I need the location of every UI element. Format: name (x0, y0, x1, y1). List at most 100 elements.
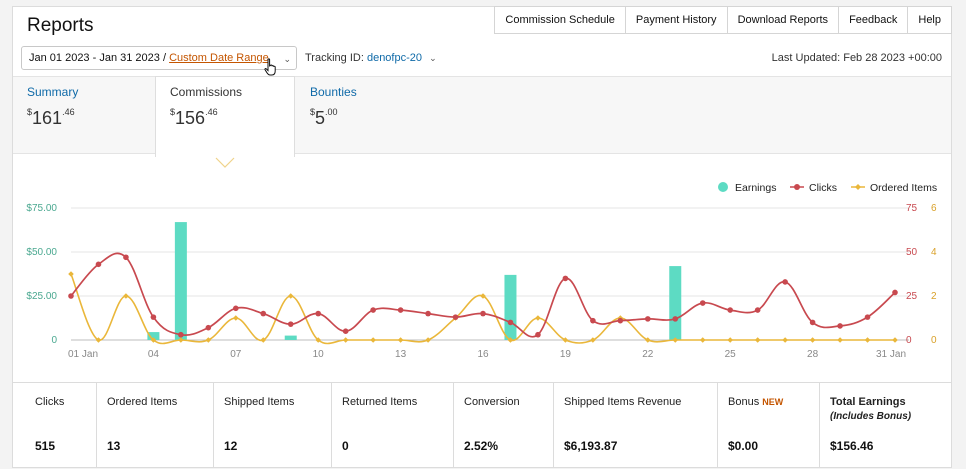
ordered-items-point (150, 337, 157, 343)
clicks-point (233, 305, 239, 312)
x-tick-label: 28 (807, 349, 819, 360)
ordered-items-point (287, 293, 294, 299)
custom-date-range-link[interactable]: Custom Date Range (169, 52, 269, 64)
legend-label: Clicks (809, 182, 837, 194)
ordered-items-point (95, 337, 102, 343)
earnings-bar (504, 274, 517, 340)
y-tick-earnings: 0 (51, 335, 57, 346)
x-tick-label: 01 Jan (68, 349, 98, 360)
clicks-point (123, 254, 129, 261)
legend-items-icon (855, 184, 861, 190)
tracking-id-selector[interactable]: Tracking ID: denofpc-20 ⌄ (305, 52, 437, 64)
ordered-items-point (260, 337, 267, 343)
y-tick-items: 2 (931, 291, 937, 302)
tab-commissions[interactable]: Commissions $156.46 (155, 76, 295, 157)
ordered-items-point (672, 337, 679, 343)
legend-label: Ordered Items (870, 182, 937, 194)
ordered-items-point (178, 337, 184, 343)
clicks-point (617, 317, 624, 324)
earnings-chart: 0 $25.00 $50.00 $75.00 0 25 50 75 0 2 4 6 01 Jan 04 07… (26, 182, 937, 360)
tab-summary[interactable]: Summary $161.46 (27, 85, 78, 129)
ordered-items-point (782, 337, 788, 343)
help-button[interactable]: Help (908, 6, 952, 34)
y-tick-earnings: $50.00 (26, 247, 57, 258)
ordered-items-point (480, 293, 486, 299)
bounties-amount: $5.00 (310, 107, 338, 128)
ordered-items-point (590, 337, 596, 343)
stat-bonus: Bonus NEW $0.00 (717, 383, 819, 468)
earnings-bar (669, 266, 682, 340)
clicks-point (645, 316, 651, 322)
clicks-point (178, 331, 184, 338)
page-title: Reports (27, 15, 94, 36)
earnings-bar (284, 335, 297, 340)
y-tick-clicks: 25 (906, 291, 918, 302)
clicks-point (562, 275, 569, 282)
x-tick-label: 22 (642, 349, 654, 360)
ordered-items-point (68, 271, 74, 277)
clicks-point (315, 310, 322, 317)
y-tick-earnings: $75.00 (26, 203, 57, 214)
legend-earnings-icon (718, 182, 728, 192)
stats-bar: Clicks 515 Ordered Items 13 Shipped Item… (13, 382, 951, 468)
clicks-point (480, 310, 486, 317)
stat-shipped-items: Shipped Items 12 (213, 383, 331, 468)
download-reports-button[interactable]: Download Reports (727, 6, 840, 34)
clicks-point (507, 319, 514, 326)
feedback-button[interactable]: Feedback (839, 6, 909, 34)
clicks-point (370, 307, 376, 313)
chevron-down-icon[interactable]: ⌄ (283, 54, 291, 64)
active-tab-pointer (215, 157, 235, 168)
clicks-point (452, 314, 459, 320)
tab-summary-label: Summary (27, 85, 79, 99)
ordered-items-point (342, 337, 349, 343)
clicks-point (809, 319, 816, 326)
stat-ordered-items: Ordered Items 13 (96, 383, 213, 468)
y-tick-items: 0 (931, 335, 937, 346)
clicks-point (672, 316, 679, 322)
x-tick-label: 10 (313, 349, 325, 360)
y-tick-clicks: 50 (906, 247, 918, 258)
x-tick-label: 04 (148, 349, 160, 360)
legend-label: Earnings (735, 182, 776, 194)
ordered-items-point (562, 337, 569, 343)
clicks-point (837, 323, 843, 329)
commissions-amount: $156.46 (170, 107, 218, 128)
ordered-items-point (645, 337, 651, 343)
last-updated: Last Updated: Feb 28 2023 +00:00 (771, 52, 942, 64)
clicks-point (205, 324, 212, 331)
commission-schedule-button[interactable]: Commission Schedule (494, 6, 626, 34)
ordered-items-point (425, 337, 431, 343)
tracking-id-value[interactable]: denofpc-20 (366, 52, 422, 64)
clicks-point (892, 289, 898, 296)
y-tick-items: 4 (931, 247, 937, 258)
clicks-point (68, 293, 74, 299)
date-range-dropdown[interactable]: Jan 01 2023 - Jan 31 2023 / Custom Date … (21, 46, 297, 70)
y-tick-items: 6 (931, 203, 937, 214)
tab-bounties[interactable]: Bounties $5.00 (310, 85, 357, 129)
ordered-items-point (123, 293, 129, 299)
stat-shipped-items-revenue: Shipped Items Revenue $6,193.87 (553, 383, 717, 468)
tracking-chevron-down-icon[interactable]: ⌄ (429, 53, 437, 63)
clicks-point (425, 310, 431, 317)
ordered-items-point (699, 337, 706, 343)
ordered-items-point (205, 337, 212, 343)
clicks-point (150, 314, 157, 320)
tab-bounties-label: Bounties (310, 85, 357, 99)
payment-history-button[interactable]: Payment History (625, 6, 728, 34)
stat-returned-items: Returned Items 0 (331, 383, 453, 468)
tracking-id-label: Tracking ID: (305, 52, 364, 64)
earnings-bar (174, 222, 187, 340)
tab-commissions-label: Commissions (170, 85, 243, 99)
stat-conversion: Conversion 2.52% (453, 383, 553, 468)
clicks-point (95, 261, 102, 268)
ordered-items-point (315, 337, 321, 343)
earnings-tabs: Summary $161.46 Bounties $5.00 (13, 76, 951, 154)
legend-clicks-icon (794, 184, 800, 190)
ordered-items-point (727, 337, 733, 343)
x-tick-label: 13 (395, 349, 407, 360)
y-tick-clicks: 0 (906, 335, 912, 346)
clicks-point (699, 300, 706, 306)
hand-cursor-icon (264, 58, 276, 76)
ordered-items-point (535, 315, 541, 321)
